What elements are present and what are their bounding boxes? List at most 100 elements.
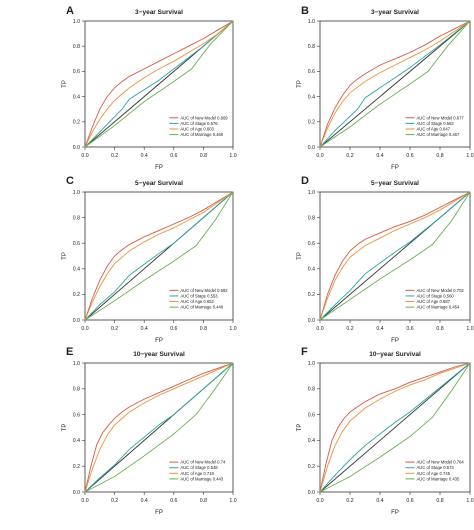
y-tick-label: 0.2 — [73, 292, 80, 298]
y-tick-label: 1.0 — [308, 190, 315, 196]
roc-curve-marriage — [84, 362, 234, 493]
y-tick-label: 0.8 — [308, 215, 315, 221]
legend-entry: AUC of Marriage 0.460 — [180, 132, 223, 137]
x-tick-label: 0.6 — [406, 326, 413, 332]
x-tick-label: 1.0 — [229, 153, 236, 159]
y-axis-label: TP — [62, 252, 68, 260]
x-axis-label: FP — [391, 165, 399, 171]
x-tick-label: 1.0 — [466, 326, 473, 332]
legend-entry: AUC of Age 0.647 — [417, 126, 451, 131]
x-tick-label: 0.8 — [200, 153, 207, 159]
roc-curve-new-model — [319, 20, 471, 148]
roc-curve-marriage — [84, 191, 234, 321]
x-axis-label: FP — [155, 338, 163, 344]
roc-curve-new-model — [84, 20, 234, 148]
roc-curve-age — [84, 362, 234, 493]
y-axis-label: TP — [297, 80, 303, 88]
x-tick-label: 0.4 — [141, 153, 148, 159]
roc-panel-a: A 3−year Survival 0.00.0 0.2 0.2 0.4 0.4 0.6 0.6… — [62, 5, 237, 171]
x-tick-label: 1.0 — [466, 498, 473, 504]
panel-letter: A — [66, 5, 74, 17]
roc-curve-marriage — [319, 191, 471, 321]
roc-panel-e: E 10−year Survival 0.00.0 0.2 0.2 0.4 0.4 0.6 0.… — [62, 346, 237, 516]
y-tick-label: 1.0 — [308, 361, 315, 367]
y-tick-label: 0.2 — [73, 120, 80, 126]
legend-entry: AUC of Marriage 0.454 — [417, 305, 460, 310]
x-tick-label: 0.6 — [170, 498, 177, 504]
y-tick-label: 0.6 — [73, 412, 80, 418]
y-tick-label: 0.8 — [308, 44, 315, 50]
legend-entry: AUC of Age 0.652 — [180, 299, 214, 304]
legend-entry: AUC of Marriage 0.435 — [417, 476, 460, 481]
legend-entry: AUC of Age 0.687 — [417, 299, 451, 304]
x-tick-label: 0.0 — [81, 498, 88, 504]
y-tick-label: 0.4 — [308, 94, 315, 100]
roc-panel-c: C 5−year Survival 0.00.0 0.2 0.2 0.4 0.4 0.6 0.6… — [62, 175, 237, 344]
roc-curve-new-model — [319, 191, 471, 321]
y-tick-label: 0.2 — [308, 120, 315, 126]
plot-frame — [319, 20, 471, 148]
y-tick-label: 0.6 — [308, 241, 315, 247]
x-axis-label: FP — [391, 510, 399, 516]
x-axis-label: FP — [155, 510, 163, 516]
y-tick-label: 0.2 — [308, 292, 315, 298]
x-tick-label: 0.6 — [170, 326, 177, 332]
x-tick-label: 1.0 — [229, 326, 236, 332]
x-axis-label: FP — [391, 338, 399, 344]
x-tick-label: 0.6 — [406, 153, 413, 159]
panel-letter: B — [301, 5, 309, 17]
legend-entry: AUC of New Model 0.764 — [417, 460, 465, 465]
x-axis-label: FP — [155, 165, 163, 171]
roc-curve-stage — [319, 191, 471, 321]
y-tick-label: 1.0 — [73, 190, 80, 196]
x-tick-label: 1.0 — [466, 153, 473, 159]
roc-curve-age — [84, 191, 234, 321]
roc-curve-new-model — [84, 362, 234, 493]
x-tick-label: 0.8 — [436, 326, 443, 332]
legend-entry: AUC of Age 0.603 — [180, 126, 214, 131]
y-tick-label: 0.6 — [73, 69, 80, 75]
y-tick-label: 0.6 — [73, 241, 80, 247]
y-tick-label: 0.2 — [73, 464, 80, 470]
y-tick-label: 1.0 — [73, 19, 80, 25]
x-tick-label: 0.0 — [316, 326, 323, 332]
x-tick-label: 0.6 — [406, 498, 413, 504]
panel-title: 3−year Survival — [371, 9, 419, 16]
x-tick-label: 0.4 — [376, 326, 383, 332]
y-tick-label: 0.8 — [73, 44, 80, 50]
x-tick-label: 0.2 — [346, 326, 353, 332]
roc-curve-age — [84, 20, 234, 148]
y-tick-label: 0.8 — [73, 215, 80, 221]
roc-curve-stage — [84, 362, 234, 493]
x-tick-label: 0.4 — [141, 498, 148, 504]
legend-entry: AUC of New Model 0.682 — [180, 288, 228, 293]
legend-entry: AUC of Age 0.718 — [180, 471, 214, 476]
y-axis-label: TP — [297, 424, 303, 432]
roc-curve-stage — [84, 191, 234, 321]
roc-panel-d: D 5−year Survival 0.00.0 0.2 0.2 0.4 0.4 0.6 0.6… — [297, 175, 474, 344]
x-tick-label: 0.8 — [436, 153, 443, 159]
roc-panel-b: B 3−year Survival 0.00.0 0.2 0.2 0.4 0.4 0.6 0.6… — [297, 5, 474, 171]
panel-title: 5−year Survival — [135, 180, 183, 187]
y-tick-label: 0.6 — [308, 69, 315, 75]
legend-entry: AUC of Marriage 0.467 — [417, 132, 460, 137]
x-tick-label: 0.0 — [316, 153, 323, 159]
roc-panel-f: F 10−year Survival 0.00.0 0.2 0.2 0.4 0.4 0.6 0.… — [297, 346, 474, 516]
x-tick-label: 0.2 — [346, 153, 353, 159]
y-tick-label: 1.0 — [308, 19, 315, 25]
roc-curve-stage — [319, 20, 471, 148]
y-tick-label: 0.0 — [73, 145, 80, 151]
plot-frame — [319, 191, 471, 321]
y-tick-label: 0.0 — [73, 490, 80, 496]
legend-entry: AUC of Stage 0.576 — [180, 121, 218, 126]
y-tick-label: 0.4 — [73, 94, 80, 100]
y-tick-label: 0.0 — [308, 318, 315, 324]
x-tick-label: 0.8 — [200, 326, 207, 332]
reference-diagonal — [319, 20, 471, 148]
legend-entry: AUC of Stage 0.553 — [180, 293, 218, 298]
y-tick-label: 0.4 — [308, 267, 315, 273]
y-tick-label: 0.4 — [308, 438, 315, 444]
legend-entry: AUC of Stage 0.582 — [417, 121, 455, 126]
plot-frame — [84, 191, 234, 321]
